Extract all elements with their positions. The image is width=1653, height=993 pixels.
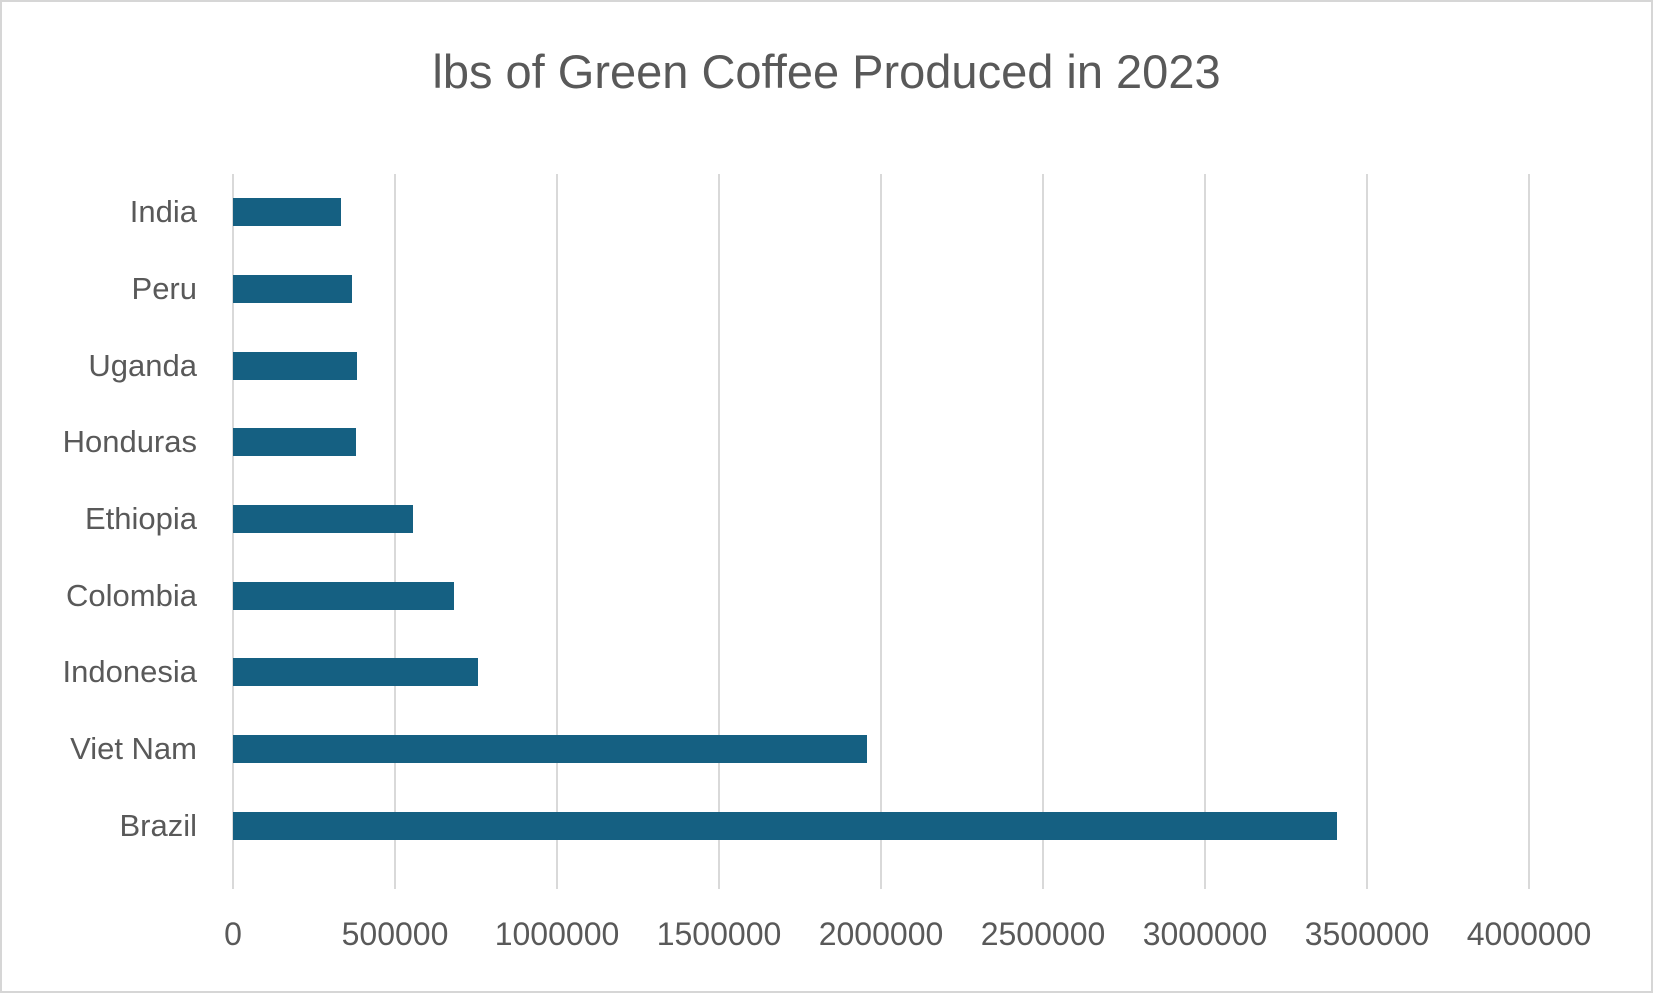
gridline-4000000 [1528, 174, 1530, 889]
gridline-3000000 [1204, 174, 1206, 889]
bar-row-india [233, 174, 1529, 251]
bar-uganda[interactable] [233, 351, 358, 380]
plot-area [232, 174, 1530, 889]
bar-india[interactable] [233, 198, 341, 227]
value-tick-label-1500000: 1500000 [656, 916, 782, 952]
value-tick-label-4000000: 4000000 [1466, 916, 1592, 952]
category-label-uganda: Uganda [88, 347, 197, 383]
category-label-india: India [129, 194, 197, 230]
value-tick-label-500000: 500000 [341, 916, 449, 952]
bar-row-indonesia [233, 634, 1529, 711]
bar-row-brazil [233, 787, 1529, 864]
category-label-indonesia: Indonesia [62, 654, 197, 690]
value-tick-label-2000000: 2000000 [818, 916, 944, 952]
bar-row-viet-nam [233, 711, 1529, 788]
bar-indonesia[interactable] [233, 658, 478, 687]
category-label-ethiopia: Ethiopia [84, 501, 197, 537]
bar-viet-nam[interactable] [233, 735, 867, 764]
gridline-2500000 [1042, 174, 1044, 889]
value-tick-label-3000000: 3000000 [1142, 916, 1268, 952]
chart-title: lbs of Green Coffee Produced in 2023 [432, 45, 1221, 98]
bar-row-colombia [233, 557, 1529, 634]
bar-row-uganda [233, 327, 1529, 404]
bar-brazil[interactable] [233, 811, 1337, 840]
bar-peru[interactable] [233, 275, 352, 303]
value-tick-label-1000000: 1000000 [494, 916, 620, 952]
bar-row-honduras [233, 404, 1529, 481]
bar-honduras[interactable] [233, 428, 357, 457]
gridline-1500000 [718, 174, 720, 889]
category-label-colombia: Colombia [66, 577, 197, 613]
bar-row-peru [233, 251, 1529, 328]
gridline-2000000 [880, 174, 882, 889]
value-axis-labels: 0 500000 1000000 1500000 2000000 2500000 30000… [224, 916, 1591, 956]
category-label-viet-nam: Viet Nam [70, 731, 197, 767]
gridline-3500000 [1366, 174, 1368, 889]
value-tick-label-3500000: 3500000 [1304, 916, 1430, 952]
gridline-1000000 [556, 174, 558, 889]
value-tick-label-2500000: 2500000 [980, 916, 1106, 952]
bar-row-ethiopia [233, 481, 1529, 558]
category-label-honduras: Honduras [62, 424, 197, 460]
category-label-peru: Peru [131, 271, 197, 306]
bar-series [233, 174, 1529, 864]
bar-ethiopia[interactable] [233, 505, 414, 534]
category-axis-labels: India Peru Uganda Honduras Ethiopia Colombia I… [2, 174, 197, 864]
bar-colombia[interactable] [233, 581, 454, 610]
category-label-brazil: Brazil [119, 807, 197, 843]
value-tick-label-0: 0 [224, 916, 242, 952]
